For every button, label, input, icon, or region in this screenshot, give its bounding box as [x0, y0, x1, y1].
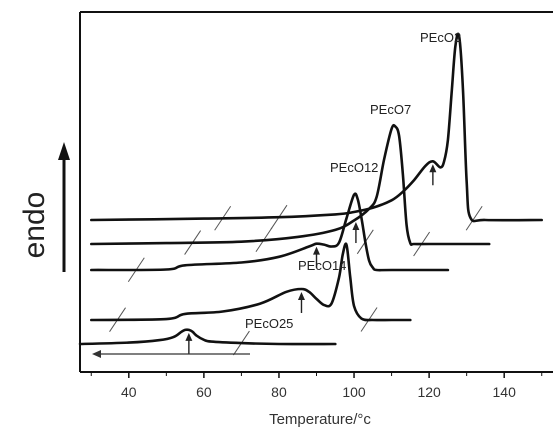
baseline-marks — [109, 204, 483, 356]
peak-arrowhead-peco14 — [297, 291, 305, 300]
x-tick-label: 120 — [417, 384, 441, 400]
endo-arrow-head — [58, 142, 70, 160]
series-label-peco25: PEcO25 — [245, 316, 293, 331]
peak-markers — [185, 164, 437, 354]
peak-arrowhead-peco2 — [429, 164, 437, 173]
curve-peco7 — [90, 123, 491, 246]
x-tick-label: 100 — [342, 384, 366, 400]
series-label-peco2: PEcO2 — [420, 30, 461, 45]
x-tick-label: 60 — [196, 384, 212, 400]
x-axis-title: Temperature/°c — [269, 411, 371, 428]
peak-arrowhead-peco7 — [352, 222, 360, 231]
curve-labels: PEcO2 PEcO7 PEcO12 PEcO14 PEcO25 — [245, 30, 461, 331]
y-axis-label: endo — [18, 192, 51, 259]
scan-direction-arrowhead — [92, 350, 101, 358]
x-tick-label: 80 — [271, 384, 287, 400]
curves — [78, 32, 543, 346]
curve-peco12 — [90, 192, 450, 272]
series-label-peco14: PEcO14 — [298, 258, 346, 273]
x-tick-label: 140 — [493, 384, 517, 400]
curve-peco14 — [90, 242, 412, 322]
series-label-peco7: PEcO7 — [370, 102, 411, 117]
curve-peco25 — [78, 328, 337, 346]
x-tick-label: 40 — [121, 384, 137, 400]
peak-arrowhead-peco25 — [185, 332, 193, 341]
peak-arrowhead-peco12 — [313, 246, 320, 255]
x-ticks: 40 60 80 100 120 140 — [90, 372, 543, 400]
baseline-slash — [465, 205, 483, 231]
curve-peco2 — [90, 32, 543, 223]
series-label-peco12: PEcO12 — [330, 160, 378, 175]
